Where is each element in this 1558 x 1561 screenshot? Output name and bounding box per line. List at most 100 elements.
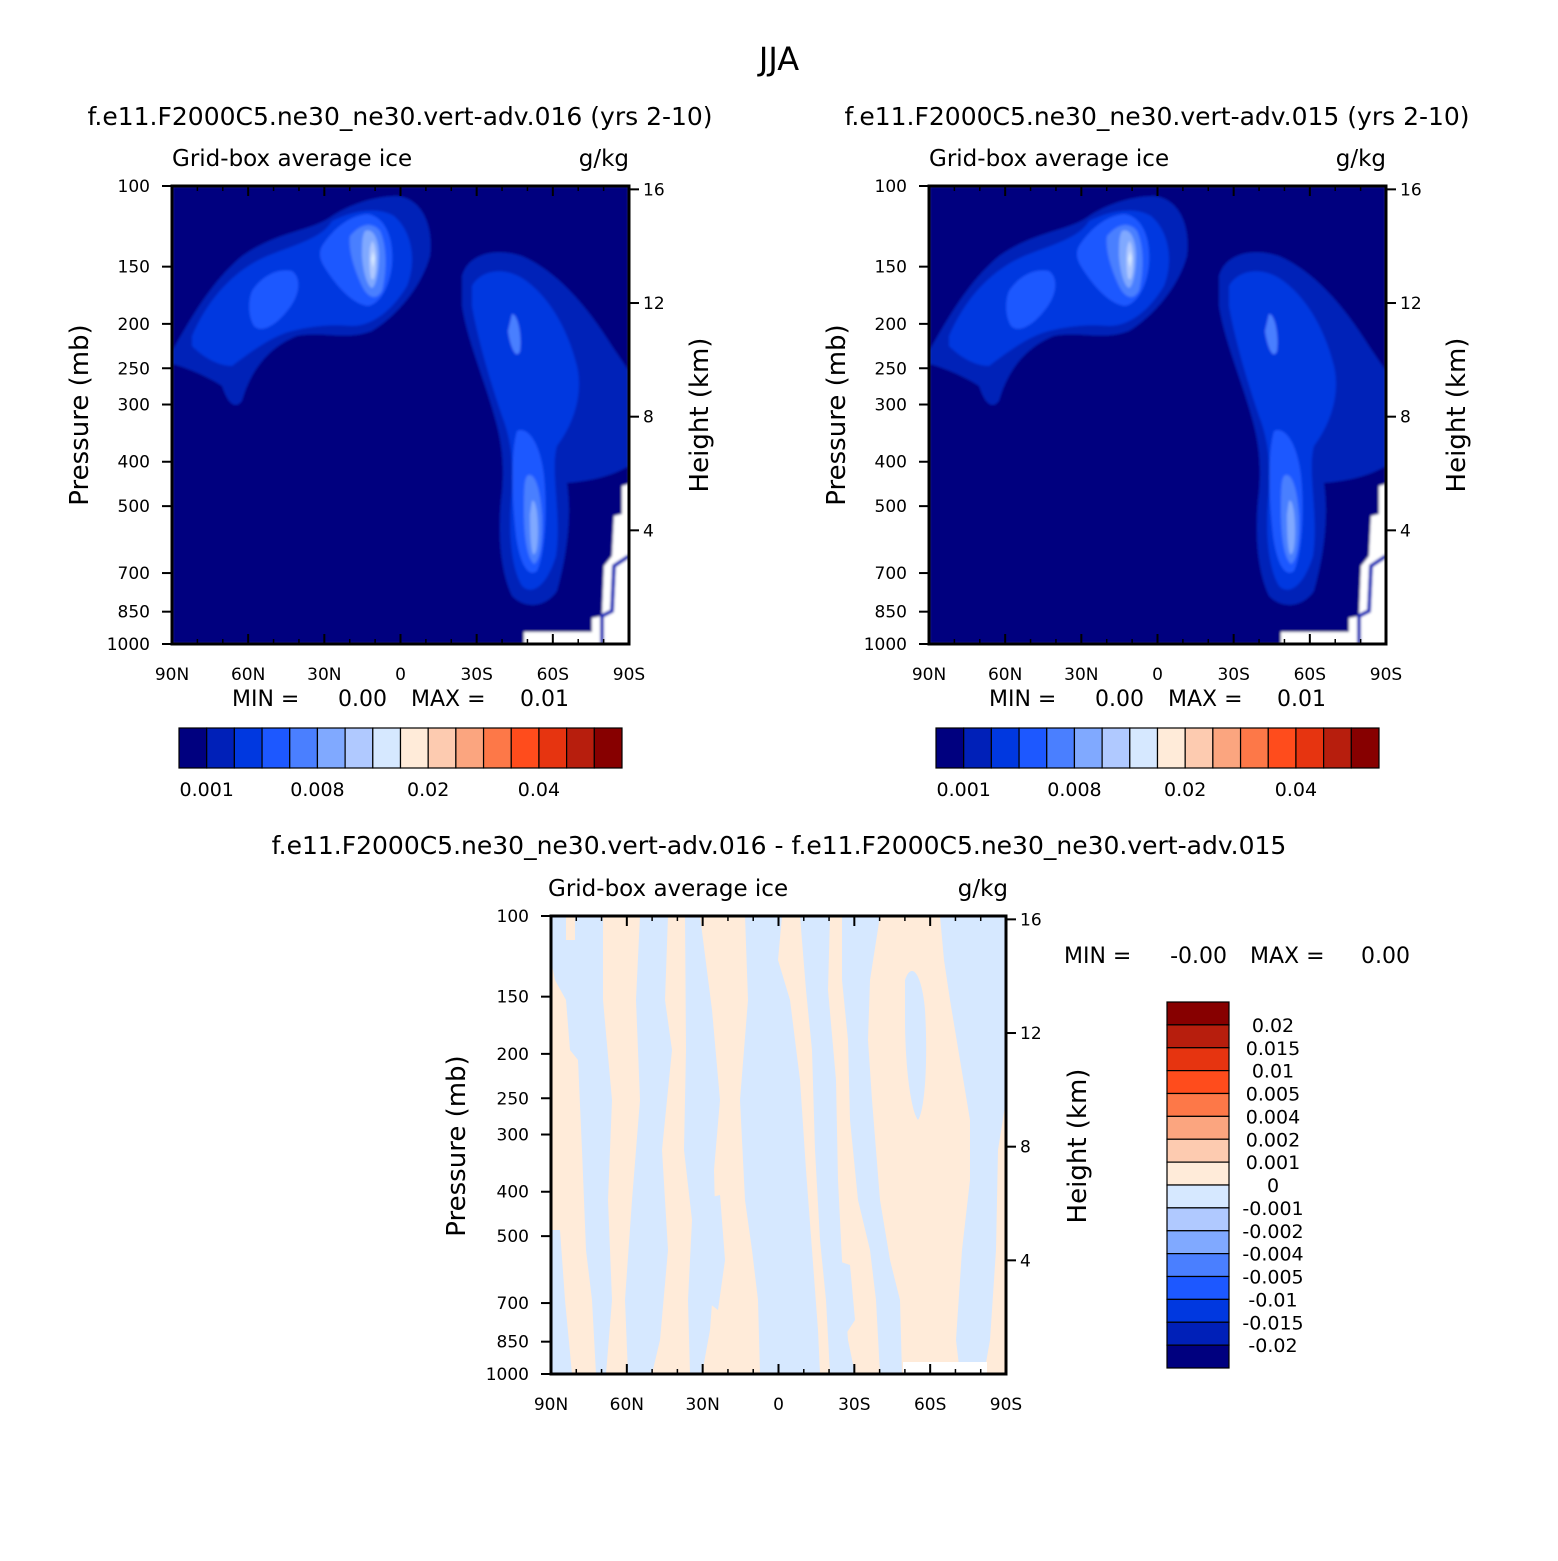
diff-y-tick-label: 500 — [497, 1227, 529, 1247]
right-max-label: MAX = — [1168, 687, 1243, 712]
diff-min-label: MIN = — [1064, 944, 1131, 969]
left-y2-tick-label: 4 — [643, 521, 654, 541]
right-colorbar-box — [1295, 727, 1325, 769]
diff-colorbar-label: 0.015 — [1246, 1038, 1300, 1060]
right-colorbar: 0.001 0.008 0.02 0.04 — [935, 727, 1380, 801]
right-colorbar-box — [1101, 727, 1131, 769]
diff-y-tick-label: 100 — [497, 907, 529, 927]
left-x-tick-label: 90N — [155, 665, 189, 685]
right-colorbar-label: 0.001 — [936, 779, 990, 801]
right-x-tick-label: 60S — [1294, 665, 1326, 685]
right-y-tick-label: 1000 — [864, 635, 907, 655]
right-x-tick-label: 30N — [1064, 665, 1098, 685]
left-max-value: 0.01 — [520, 687, 569, 712]
left-colorbar-label: 0.001 — [179, 779, 233, 801]
left-x-tick-label: 90S — [613, 665, 645, 685]
right-colorbar-box — [990, 727, 1020, 769]
right-colorbar-label: 0.008 — [1047, 779, 1101, 801]
diff-x-tick-label: 0 — [773, 1395, 784, 1415]
diff-y2-tick-label: 4 — [1020, 1251, 1031, 1271]
diff-y2-tick-label: 8 — [1020, 1138, 1031, 1158]
right-colorbar-label: 0.04 — [1275, 779, 1317, 801]
right-colorbar-box — [1046, 727, 1076, 769]
right-colorbar-box — [1018, 727, 1048, 769]
diff-x-tick-label: 60N — [610, 1395, 644, 1415]
left-y-tick-label: 400 — [118, 453, 150, 473]
left-colorbar-box — [482, 727, 512, 769]
left-colorbar-box — [233, 727, 263, 769]
diff-x-tick-label: 30S — [838, 1395, 870, 1415]
left-colorbar-box — [566, 727, 595, 769]
diff-colorbar-label: 0.02 — [1252, 1015, 1294, 1037]
left-y2-tick-label: 12 — [643, 294, 665, 314]
diff-colorbar-label: 0.002 — [1246, 1129, 1300, 1151]
left-colorbar-box — [316, 727, 346, 769]
diff-colorbar-box — [1166, 1024, 1230, 1049]
right-colorbar-box — [935, 727, 965, 769]
right-min-label: MIN = — [989, 687, 1056, 712]
diff-colorbar-label: 0.005 — [1246, 1084, 1300, 1106]
diff-y-tick-label: 250 — [497, 1089, 529, 1109]
left-title: f.e11.F2000C5.ne30_ne30.vert-adv.016 (yr… — [87, 102, 712, 131]
left-min-value: 0.00 — [338, 687, 387, 712]
right-y2-tick-label: 12 — [1400, 294, 1422, 314]
diff-colorbar-box — [1166, 1115, 1230, 1140]
panel-difference: f.e11.F2000C5.ne30_ne30.vert-adv.016 - f… — [272, 831, 1410, 1415]
left-colorbar: 0.001 0.008 0.02 0.04 — [178, 727, 623, 801]
left-colorbar-label: 0.008 — [290, 779, 344, 801]
left-y2-tick-label: 8 — [643, 408, 654, 428]
diff-colorbar-box — [1166, 1001, 1230, 1026]
right-colorbar-box — [1073, 727, 1103, 769]
left-y-tick-label: 200 — [118, 315, 150, 335]
left-colorbar-box — [206, 727, 235, 769]
right-x-tick-label: 60N — [988, 665, 1022, 685]
left-y-tick-label: 700 — [118, 564, 150, 584]
right-colorbar-box — [1212, 727, 1242, 769]
right-y2-tick-label: 16 — [1400, 180, 1422, 200]
diff-title: f.e11.F2000C5.ne30_ne30.vert-adv.016 - f… — [272, 831, 1287, 860]
right-colorbar-box — [963, 727, 992, 769]
left-colorbar-box — [261, 727, 291, 769]
left-x-tick-label: 30N — [307, 665, 341, 685]
diff-colorbar-box — [1166, 1184, 1230, 1209]
diff-axes: 90N 60N 30N 0 30S 60S 90S 100 150 200 250 300 400 500… — [486, 907, 1042, 1415]
left-y-tick-label: 850 — [118, 603, 150, 623]
left-colorbar-box — [289, 727, 319, 769]
right-x-tick-label: 90N — [912, 665, 946, 685]
left-colorbar-label: 0.02 — [407, 779, 449, 801]
diff-x-tick-label: 60S — [914, 1395, 946, 1415]
diff-units: g/kg — [958, 876, 1008, 902]
left-colorbar-box — [178, 727, 208, 769]
left-colorbar-box — [344, 727, 374, 769]
right-colorbar-box — [1129, 727, 1159, 769]
right-max-value: 0.01 — [1277, 687, 1326, 712]
left-colorbar-box — [399, 727, 429, 769]
diff-subtitle: Grid-box average ice — [548, 876, 788, 902]
left-y-tick-label: 250 — [118, 359, 150, 379]
right-colorbar-box — [1350, 727, 1380, 769]
right-y-tick-label: 850 — [875, 603, 907, 623]
right-y2-tick-label: 4 — [1400, 521, 1411, 541]
right-title: f.e11.F2000C5.ne30_ne30.vert-adv.015 (yr… — [844, 102, 1469, 131]
diff-y2-label: Height (km) — [1063, 1069, 1093, 1224]
diff-colorbar-box — [1166, 1161, 1230, 1186]
diff-colorbar-label: 0.001 — [1246, 1152, 1300, 1174]
diff-y-tick-label: 400 — [497, 1183, 529, 1203]
diff-x-tick-label: 90N — [534, 1395, 568, 1415]
diff-max-label: MAX = — [1250, 944, 1325, 969]
left-y-tick-label: 1000 — [107, 635, 150, 655]
right-x-tick-label: 90S — [1370, 665, 1402, 685]
diff-colorbar-label: -0.005 — [1242, 1267, 1303, 1289]
right-units: g/kg — [1336, 146, 1386, 172]
diff-y-tick-label: 300 — [497, 1126, 529, 1146]
diff-y-tick-label: 850 — [497, 1333, 529, 1353]
diff-y-tick-label: 1000 — [486, 1365, 529, 1385]
diff-min-value: -0.00 — [1170, 944, 1227, 969]
left-units: g/kg — [579, 146, 629, 172]
right-subtitle: Grid-box average ice — [929, 146, 1169, 172]
left-min-label: MIN = — [232, 687, 299, 712]
left-subtitle: Grid-box average ice — [172, 146, 412, 172]
diff-y-tick-label: 200 — [497, 1045, 529, 1065]
panel-left: f.e11.F2000C5.ne30_ne30.vert-adv.016 (yr… — [65, 102, 715, 801]
left-contour-field — [172, 186, 629, 644]
